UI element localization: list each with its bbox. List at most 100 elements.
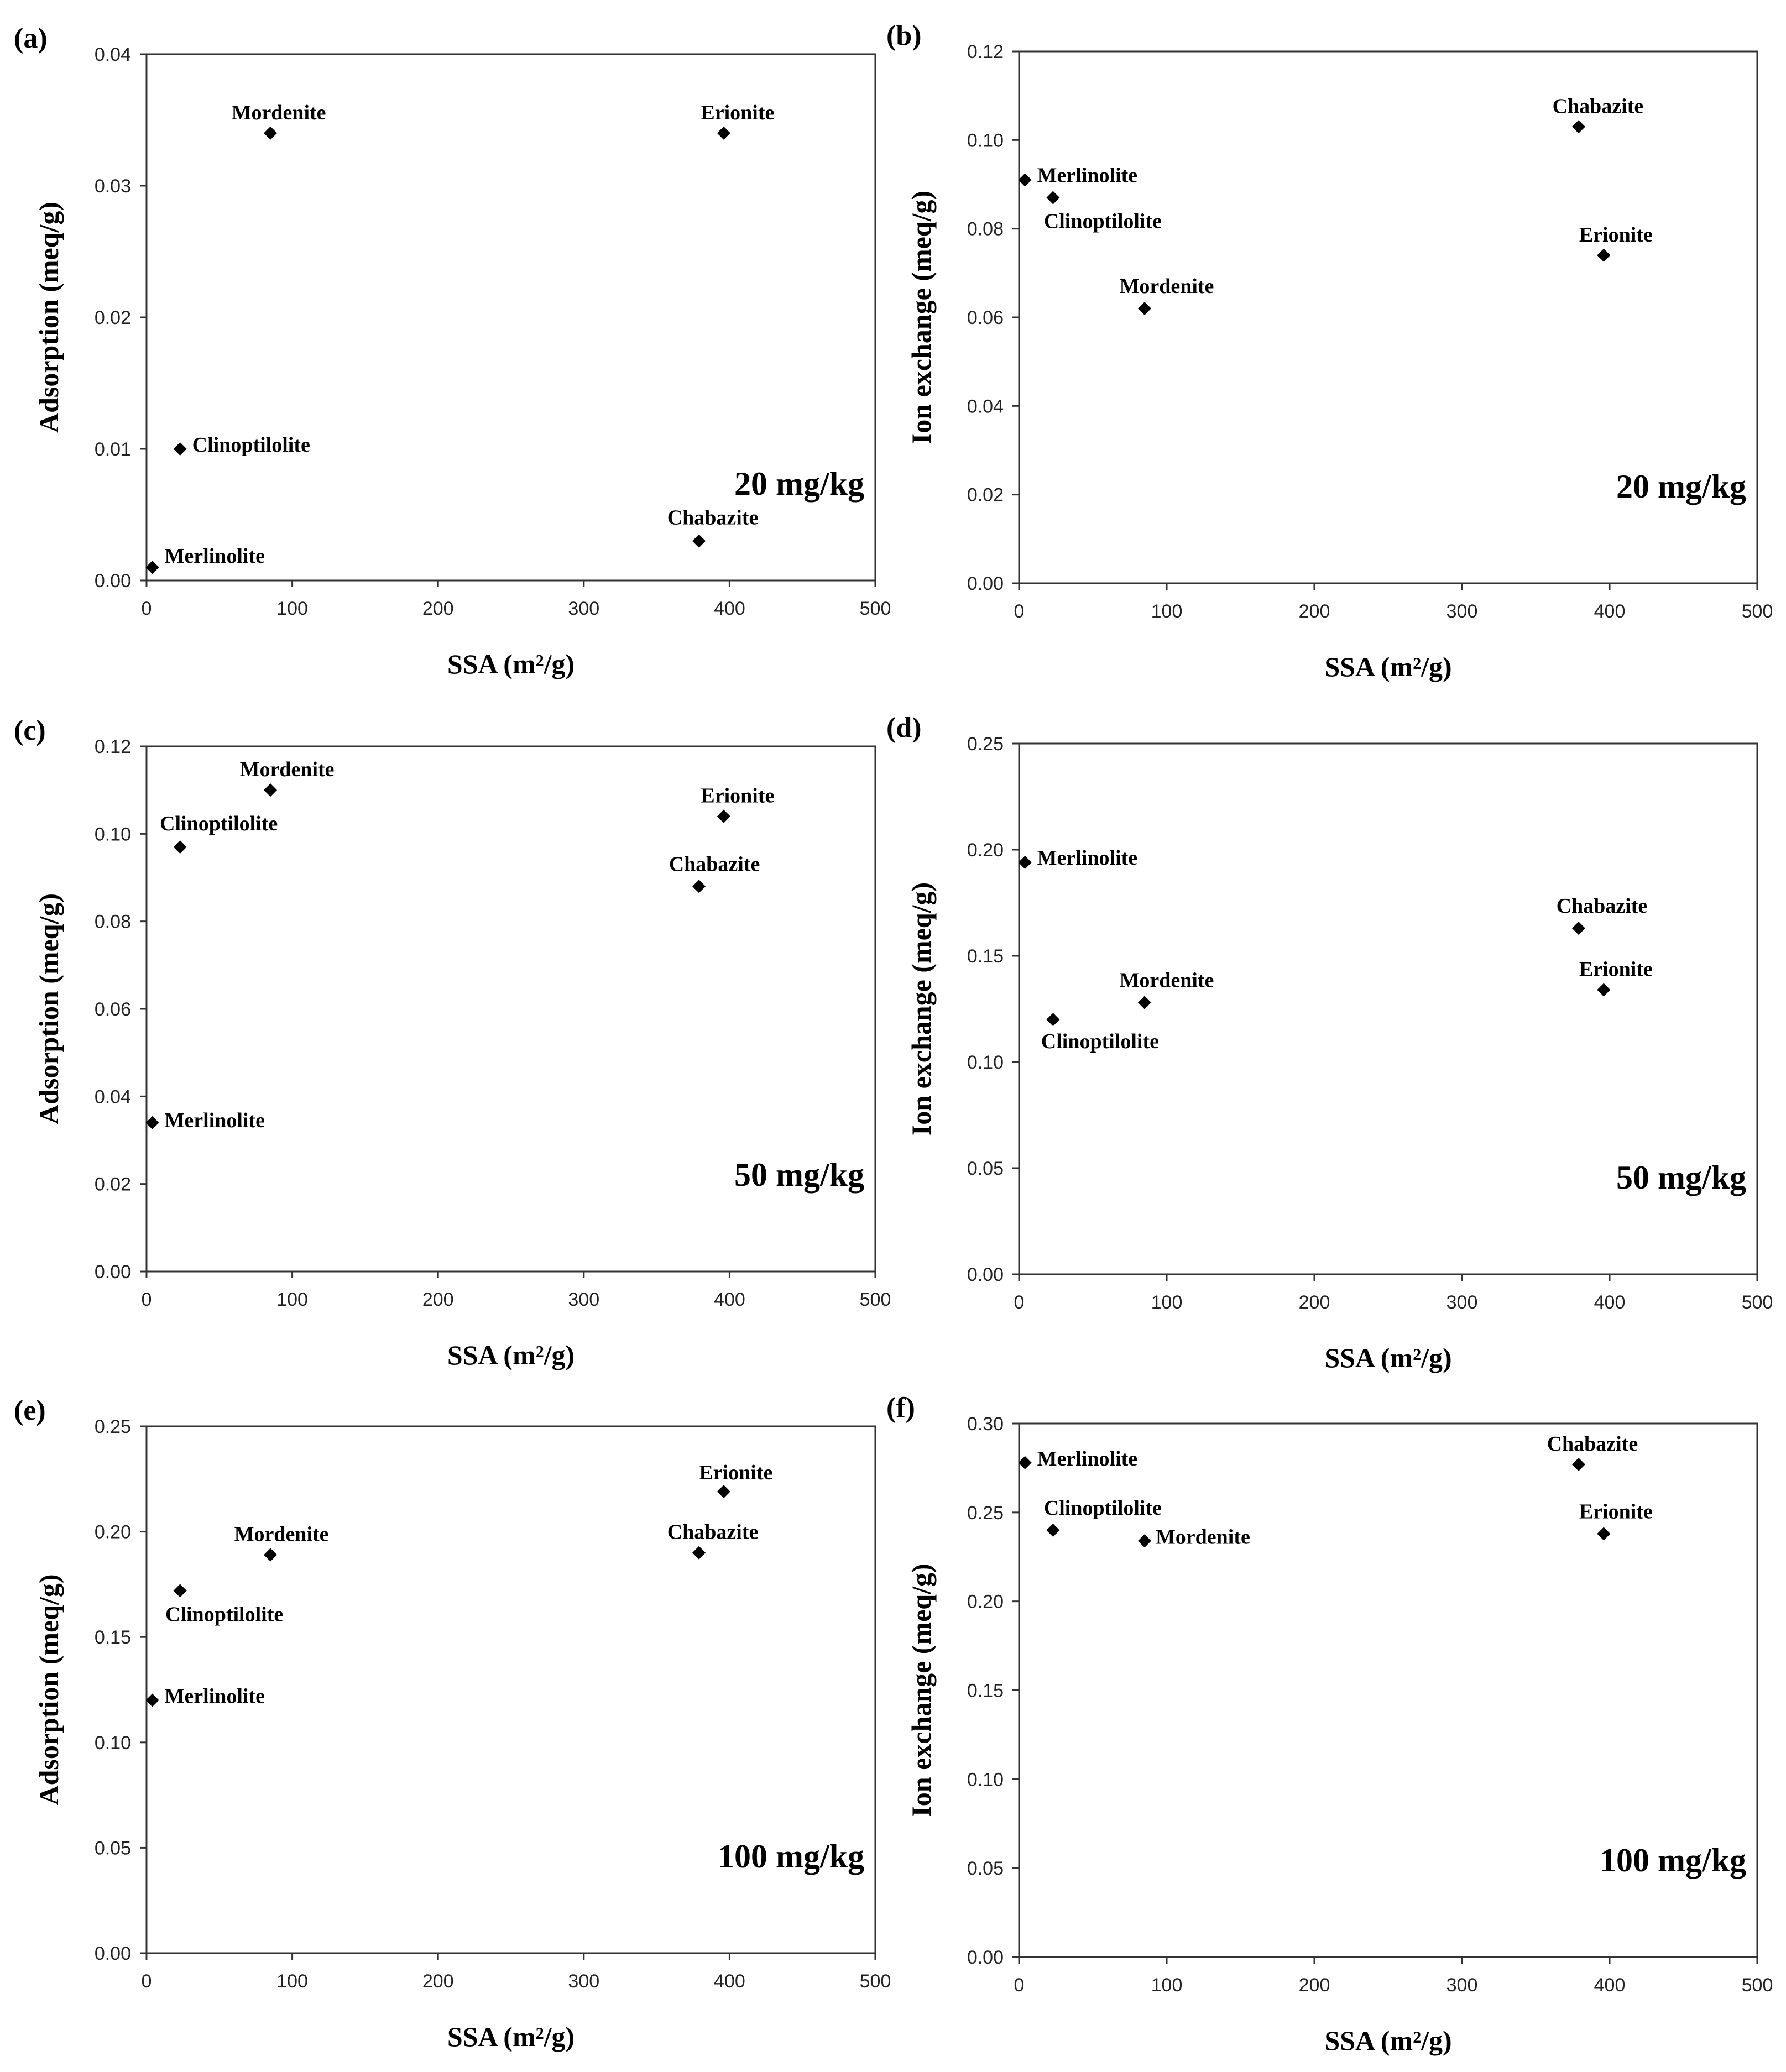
point-label-mordenite: Mordenite bbox=[234, 1523, 329, 1546]
point-erionite bbox=[717, 809, 730, 823]
point-chabazite bbox=[1571, 120, 1585, 134]
y-tick-label: 0.00 bbox=[95, 571, 131, 592]
point-chabazite bbox=[1571, 922, 1585, 935]
point-label-erionite: Erionite bbox=[1579, 1500, 1653, 1523]
y-axis-title: Adsorption (meq/g) bbox=[33, 893, 64, 1124]
point-clinoptilolite bbox=[1046, 191, 1060, 205]
point-label-erionite: Erionite bbox=[1579, 957, 1653, 981]
point-label-mordenite: Mordenite bbox=[1119, 969, 1214, 992]
y-axis-title: Ion exchange (meq/g) bbox=[906, 1563, 937, 1817]
x-tick-label: 0 bbox=[1014, 1975, 1025, 1996]
point-label-merlinolite: Merlinolite bbox=[165, 1109, 265, 1132]
point-label-clinoptilolite: Clinoptilolite bbox=[1044, 1497, 1162, 1520]
concentration-label: 20 mg/kg bbox=[1616, 468, 1746, 505]
point-label-clinoptilolite: Clinoptilolite bbox=[1044, 210, 1162, 233]
x-axis-title: SSA (m²/g) bbox=[447, 648, 575, 679]
point-label-mordenite: Mordenite bbox=[232, 101, 326, 124]
point-label-chabazite: Chabazite bbox=[1553, 95, 1644, 118]
y-tick-label: 0.25 bbox=[95, 1416, 131, 1437]
y-tick-label: 0.05 bbox=[967, 1858, 1004, 1879]
point-chabazite bbox=[692, 1546, 706, 1560]
y-tick-label: 0.00 bbox=[95, 1943, 131, 1964]
panel-c: (c) 0 100 200 300 400 500 0.00 0.02 0.04 0.06 0.08 0… bbox=[14, 715, 891, 1370]
x-tick-label: 400 bbox=[714, 1971, 745, 1992]
y-axis-title: Adsorption (meq/g) bbox=[33, 1574, 64, 1805]
panel-d: (d) 0 100 200 300 400 500 0.00 0.05 0.10 0.15 0.20 0… bbox=[886, 712, 1773, 1373]
y-tick-label: 0.20 bbox=[967, 1592, 1004, 1613]
point-label-mordenite: Mordenite bbox=[1119, 275, 1214, 298]
point-label-erionite: Erionite bbox=[701, 101, 774, 124]
point-label-mordenite: Mordenite bbox=[240, 758, 335, 781]
x-tick-label: 400 bbox=[714, 598, 745, 619]
y-tick-label: 0.04 bbox=[95, 44, 131, 65]
x-axis-title: SSA (m²/g) bbox=[1324, 651, 1451, 682]
point-chabazite bbox=[1571, 1457, 1585, 1471]
y-tick-label: 0.08 bbox=[967, 219, 1004, 240]
point-label-clinoptilolite: Clinoptilolite bbox=[1041, 1030, 1159, 1053]
x-tick-label: 300 bbox=[568, 598, 599, 619]
point-label-clinoptilolite: Clinoptilolite bbox=[165, 1603, 283, 1626]
point-label-chabazite: Chabazite bbox=[667, 1521, 759, 1544]
point-erionite bbox=[1597, 1527, 1611, 1541]
x-tick-label: 0 bbox=[142, 1971, 152, 1992]
x-tick-label: 400 bbox=[1594, 1292, 1626, 1313]
x-tick-label: 400 bbox=[1594, 1975, 1626, 1996]
x-axis-title: SSA (m²/g) bbox=[1324, 1342, 1451, 1373]
y-tick-label: 0.12 bbox=[967, 41, 1004, 62]
x-tick-label: 300 bbox=[568, 1971, 599, 1992]
y-tick-label: 0.25 bbox=[967, 1503, 1004, 1524]
y-tick-label: 0.02 bbox=[95, 1174, 131, 1195]
panel-label: (e) bbox=[14, 1395, 46, 1426]
y-tick-label: 0.00 bbox=[967, 1947, 1004, 1968]
concentration-label: 100 mg/kg bbox=[718, 1838, 864, 1875]
point-mordenite bbox=[264, 1548, 278, 1562]
y-tick-label: 0.01 bbox=[95, 439, 131, 460]
point-merlinolite bbox=[1018, 1456, 1032, 1469]
y-tick-label: 0.00 bbox=[967, 573, 1004, 594]
point-erionite bbox=[1597, 248, 1611, 262]
concentration-label: 20 mg/kg bbox=[734, 465, 864, 502]
y-tick-label: 0.04 bbox=[967, 396, 1004, 417]
panel-f: (f) 0 100 200 300 400 500 0.00 0.05 0.10 0.15 0.20 0… bbox=[886, 1392, 1773, 2056]
x-tick-label: 200 bbox=[422, 598, 454, 619]
point-label-mordenite: Mordenite bbox=[1156, 1525, 1250, 1548]
point-chabazite bbox=[692, 880, 706, 893]
panel-e: (e) 0 100 200 300 400 500 0.00 0.05 0.10 0.15 0.20 0… bbox=[14, 1395, 891, 2052]
panel-b: (b) 0 100 200 300 400 500 0.00 0.02 0.04 0.06 0.08 0… bbox=[886, 20, 1773, 682]
point-label-merlinolite: Merlinolite bbox=[1037, 1447, 1137, 1471]
point-label-clinoptilolite: Clinoptilolite bbox=[160, 812, 278, 835]
x-tick-label: 0 bbox=[142, 1289, 152, 1310]
panel-label: (d) bbox=[886, 712, 922, 744]
y-tick-label: 0.06 bbox=[95, 999, 131, 1020]
x-tick-label: 300 bbox=[1446, 1975, 1478, 1996]
point-chabazite bbox=[692, 534, 706, 548]
point-merlinolite bbox=[145, 561, 159, 574]
plot-frame bbox=[1018, 742, 1758, 1275]
point-merlinolite bbox=[145, 1693, 159, 1707]
panel-a: (a) 0 100 200 300 400 500 0.00 0.01 0.02 0.03 0.04 S… bbox=[14, 23, 891, 679]
point-label-merlinolite: Merlinolite bbox=[1037, 846, 1137, 870]
y-tick-label: 0.02 bbox=[967, 485, 1004, 506]
plot-frame bbox=[145, 1425, 876, 1954]
point-label-chabazite: Chabazite bbox=[1547, 1432, 1638, 1456]
point-clinoptilolite bbox=[173, 1584, 187, 1598]
x-tick-label: 0 bbox=[142, 598, 152, 619]
point-label-merlinolite: Merlinolite bbox=[165, 545, 265, 568]
y-tick-label: 0.05 bbox=[967, 1158, 1004, 1179]
x-tick-label: 200 bbox=[1299, 1975, 1330, 1996]
point-label-chabazite: Chabazite bbox=[1557, 894, 1648, 918]
panel-label: (f) bbox=[886, 1392, 915, 1424]
x-tick-label: 300 bbox=[1446, 1292, 1478, 1313]
x-tick-label: 100 bbox=[1151, 1975, 1183, 1996]
x-tick-label: 500 bbox=[860, 1971, 891, 1992]
panel-label: (c) bbox=[14, 715, 46, 746]
y-tick-label: 0.10 bbox=[967, 130, 1004, 151]
y-tick-label: 0.30 bbox=[967, 1414, 1004, 1435]
x-tick-label: 400 bbox=[714, 1289, 745, 1310]
y-tick-label: 0.10 bbox=[95, 1733, 131, 1754]
point-mordenite bbox=[1137, 996, 1151, 1009]
point-clinoptilolite bbox=[173, 442, 187, 456]
x-tick-label: 200 bbox=[422, 1289, 454, 1310]
y-tick-label: 0.15 bbox=[967, 946, 1004, 967]
y-axis-title: Ion exchange (meq/g) bbox=[906, 882, 937, 1136]
